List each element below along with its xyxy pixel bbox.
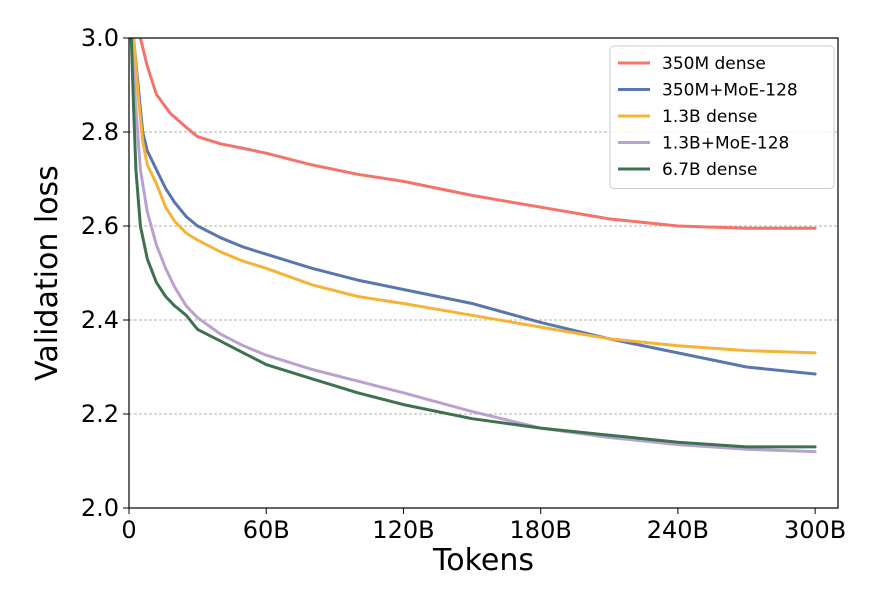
plot-frame <box>128 37 839 509</box>
series-line <box>129 38 817 449</box>
x-tick-label: 60B <box>243 516 290 544</box>
legend: 350M dense 350M+MoE-128 1.3B dense 1.3B+MoE… <box>609 45 835 189</box>
y-tick-label: 2.0 <box>81 494 119 522</box>
series-line <box>138 38 817 230</box>
y-tick-label: 3.0 <box>81 24 119 52</box>
legend-label: 350M+MoE-128 <box>662 81 798 101</box>
y-tick-label: 2.2 <box>81 400 119 428</box>
legend-label: 1.3B+MoE-128 <box>662 134 789 154</box>
x-tick-label: 300B <box>784 516 846 544</box>
legend-label: 1.3B dense <box>662 107 757 127</box>
y-tick-label: 2.4 <box>81 306 119 334</box>
series-line <box>132 38 817 376</box>
y-tick-label: 2.8 <box>81 118 119 146</box>
x-axis-title: Tokens <box>432 543 534 578</box>
legend-box <box>609 45 835 189</box>
y-axis: 2.0 2.2 2.4 2.6 2.8 3.0 <box>81 24 129 522</box>
series-line <box>132 38 817 355</box>
x-tick-label: 120B <box>372 516 434 544</box>
x-tick-label: 0 <box>121 516 136 544</box>
series-lines <box>129 38 817 454</box>
y-tick-label: 2.6 <box>81 212 119 240</box>
legend-label: 6.7B dense <box>662 160 757 180</box>
series-line <box>129 38 817 454</box>
x-tick-label: 240B <box>647 516 709 544</box>
legend-label: 350M dense <box>662 54 766 74</box>
x-axis: 0 60B 120B 180B 240B 300B <box>121 508 846 544</box>
y-axis-title: Validation loss <box>30 165 65 381</box>
x-tick-label: 180B <box>510 516 572 544</box>
